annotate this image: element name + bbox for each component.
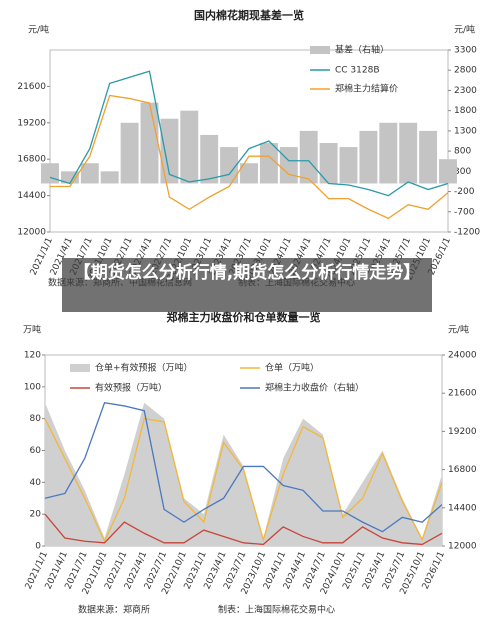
y2-tick-label: 2300: [454, 86, 477, 96]
basis-bar: [220, 147, 239, 184]
legend-label: CC 3128B: [335, 66, 380, 76]
y2-tick-label: 16800: [448, 465, 477, 475]
line: [49, 70, 449, 197]
y-tick-label: 120: [24, 351, 41, 361]
basis-bar: [41, 163, 59, 184]
basis-bar: [379, 122, 398, 184]
legend-label: 仓单（万吨）: [265, 362, 319, 374]
y-tick-label: 19200: [17, 118, 46, 128]
y2-tick-label: 1300: [454, 126, 477, 136]
y-tick-label: 12000: [17, 228, 46, 238]
y2-tick-label: 14400: [448, 503, 477, 513]
basis-bar: [439, 159, 457, 184]
basis-bar: [120, 122, 139, 184]
plot-frame: [49, 49, 449, 233]
y2-tick-label: 800: [454, 147, 471, 157]
y-tick-label: 20: [30, 510, 42, 520]
basis-bar: [100, 171, 119, 184]
y-tick-label: 21600: [17, 82, 46, 92]
y2-tick-label: 19200: [448, 427, 477, 437]
y2-tick-label: 2800: [454, 66, 477, 76]
y-axis-label: 万吨: [23, 324, 41, 336]
basis-bar: [200, 134, 219, 184]
y-tick-label: 40: [30, 478, 42, 488]
basis-bar: [240, 163, 258, 184]
basis-bar: [180, 110, 199, 184]
y2-tick-label: 1800: [454, 106, 477, 116]
basis-bar: [339, 147, 358, 184]
y-tick-label: 60: [30, 446, 42, 456]
y-tick-label: 14400: [17, 191, 46, 201]
area: [45, 402, 442, 546]
basis-bar: [259, 143, 278, 184]
chart-title: 国内棉花期现基差一览: [194, 8, 304, 22]
basis-bar: [279, 147, 298, 184]
banner: 【期货怎么分析行情,期货怎么分析行情走势】: [62, 258, 432, 312]
legend-swatch: [310, 46, 330, 54]
y2-tick-label: 24000: [448, 351, 477, 361]
y-tick-label: 80: [30, 414, 42, 424]
y2-tick-label: 21600: [448, 389, 477, 399]
line: [44, 417, 443, 543]
basis-bar: [319, 143, 338, 184]
line: [50, 94, 449, 220]
legend-label: 仓单+有效预报（万吨）: [95, 362, 193, 374]
y2-axis-label: 元/吨: [448, 324, 469, 336]
y-tick-label: 16800: [17, 155, 46, 165]
line: [44, 513, 443, 546]
y-tick-label: 0: [35, 542, 41, 552]
y2-tick-label: 3300: [454, 46, 477, 56]
basis-bar: [419, 130, 438, 184]
legend-label: 有效预报（万吨）: [95, 382, 167, 394]
basis-bar: [299, 130, 318, 184]
y2-tick-label: -1200: [454, 228, 480, 238]
y2-tick-label: -200: [454, 187, 475, 197]
basis-bar: [160, 118, 179, 184]
legend-label: 郑棉主力收盘价（右轴）: [265, 382, 364, 394]
basis-bar: [80, 163, 99, 184]
y-axis-label: 元/吨: [28, 24, 49, 36]
line: [44, 402, 443, 533]
y2-tick-label: -700: [454, 207, 475, 217]
y-tick-label: 100: [24, 382, 41, 392]
legend-label: 基差（右轴）: [335, 44, 389, 56]
y2-tick-label: 12000: [448, 542, 477, 552]
chart-title: 郑棉主力收盘价和仓单数量一览: [167, 310, 321, 324]
credit: 制表：上海国际棉花交易中心: [218, 604, 335, 616]
basis-bar: [359, 130, 378, 184]
source: 数据来源：郑商所: [78, 604, 150, 616]
y2-axis-label: 元/吨: [454, 24, 475, 36]
basis-bar: [140, 102, 159, 184]
y2-tick-label: 300: [454, 167, 471, 177]
basis-bar: [399, 122, 418, 184]
legend-swatch: [70, 364, 90, 372]
legend-label: 郑棉主力结算价: [335, 83, 398, 95]
